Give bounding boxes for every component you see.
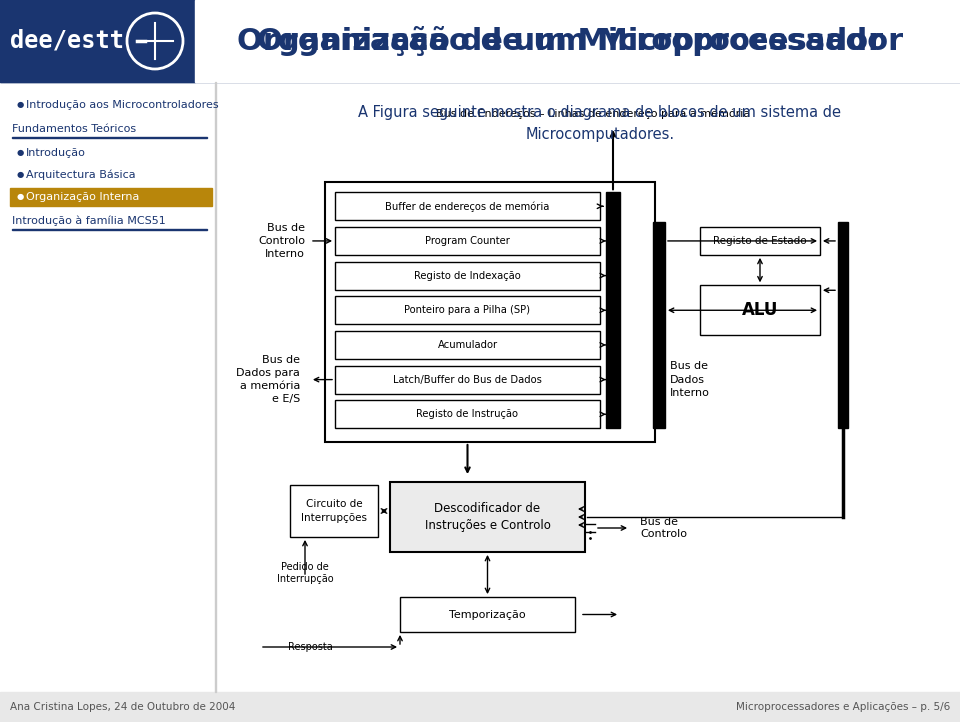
- Bar: [335, 192, 600, 220]
- Text: Introdução aos Microcontroladores: Introdução aos Microcontroladores: [26, 100, 219, 110]
- Text: A Figura seguinte mostra o diagrama de blocos de um sistema de
Microcomputadores: A Figura seguinte mostra o diagrama de b…: [358, 105, 842, 142]
- Text: Bus de
Controlo
Interno: Bus de Controlo Interno: [258, 222, 305, 259]
- Text: ●: ●: [17, 193, 24, 201]
- Text: ●: ●: [17, 149, 24, 157]
- Text: Arquitectura Básica: Arquitectura Básica: [26, 170, 135, 180]
- Bar: [335, 296, 600, 324]
- Bar: [335, 365, 600, 393]
- Text: Circuito de
Interrupções: Circuito de Interrupções: [301, 500, 367, 523]
- Text: Organização Interna: Organização Interna: [26, 192, 139, 202]
- Text: Organização de um Microprocessador: Organização de um Microprocessador: [257, 26, 903, 56]
- Text: Descodificador de
Instruções e Controlo: Descodificador de Instruções e Controlo: [424, 502, 550, 532]
- Text: Program Counter: Program Counter: [425, 236, 510, 246]
- Text: ALU: ALU: [742, 301, 779, 319]
- Bar: [0, 0, 960, 82]
- Bar: [290, 485, 378, 537]
- Text: Ponteiro para a Pilha (SP): Ponteiro para a Pilha (SP): [404, 305, 531, 316]
- Text: Bus de
Controlo: Bus de Controlo: [640, 517, 687, 539]
- Bar: [838, 222, 848, 428]
- Bar: [12, 137, 207, 138]
- Text: Microprocessadores e Aplicações – p. 5/6: Microprocessadores e Aplicações – p. 5/6: [735, 702, 950, 712]
- Text: Temporização: Temporização: [449, 609, 526, 619]
- Text: Organização de um Microprocessador: Organização de um Microprocessador: [237, 26, 883, 56]
- Text: Fundamentos Teóricos: Fundamentos Teóricos: [12, 124, 136, 134]
- Bar: [195, 0, 960, 82]
- Bar: [335, 331, 600, 359]
- Bar: [10, 188, 212, 206]
- Bar: [12, 229, 207, 230]
- Text: dee/estt: dee/estt: [10, 29, 124, 53]
- Text: Buffer de endereços de memória: Buffer de endereços de memória: [385, 201, 550, 212]
- Bar: [335, 261, 600, 290]
- Bar: [606, 192, 620, 428]
- Bar: [325, 182, 655, 442]
- Text: Introdução à família MCS51: Introdução à família MCS51: [12, 216, 166, 227]
- Bar: [335, 227, 600, 255]
- Text: Bus de
Dados para
a memória
e E/S: Bus de Dados para a memória e E/S: [236, 355, 300, 404]
- Text: Resposta: Resposta: [288, 642, 332, 652]
- Bar: [390, 482, 585, 552]
- Bar: [400, 597, 575, 632]
- Text: Latch/Buffer do Bus de Dados: Latch/Buffer do Bus de Dados: [393, 375, 542, 385]
- Bar: [0, 692, 960, 722]
- Text: Bus de
Dados
Interno: Bus de Dados Interno: [670, 362, 709, 398]
- Text: Registo de Estado: Registo de Estado: [713, 236, 806, 246]
- Text: ●: ●: [17, 100, 24, 110]
- Bar: [700, 227, 820, 255]
- Bar: [700, 285, 820, 335]
- Text: Ana Cristina Lopes, 24 de Outubro de 2004: Ana Cristina Lopes, 24 de Outubro de 200…: [10, 702, 235, 712]
- Text: Introdução: Introdução: [26, 148, 85, 158]
- Bar: [215, 82, 216, 692]
- Text: ●: ●: [17, 170, 24, 180]
- Text: Registo de Instrução: Registo de Instrução: [417, 409, 518, 419]
- Bar: [0, 0, 195, 82]
- Text: Bus de Endereços – Linhas de endereço para a memória: Bus de Endereços – Linhas de endereço pa…: [436, 108, 750, 119]
- Text: Pedido de
Interrupção: Pedido de Interrupção: [276, 562, 333, 584]
- Text: Acumulador: Acumulador: [438, 340, 497, 350]
- Bar: [653, 222, 665, 428]
- Bar: [335, 400, 600, 428]
- Text: Registo de Indexação: Registo de Indexação: [414, 271, 521, 281]
